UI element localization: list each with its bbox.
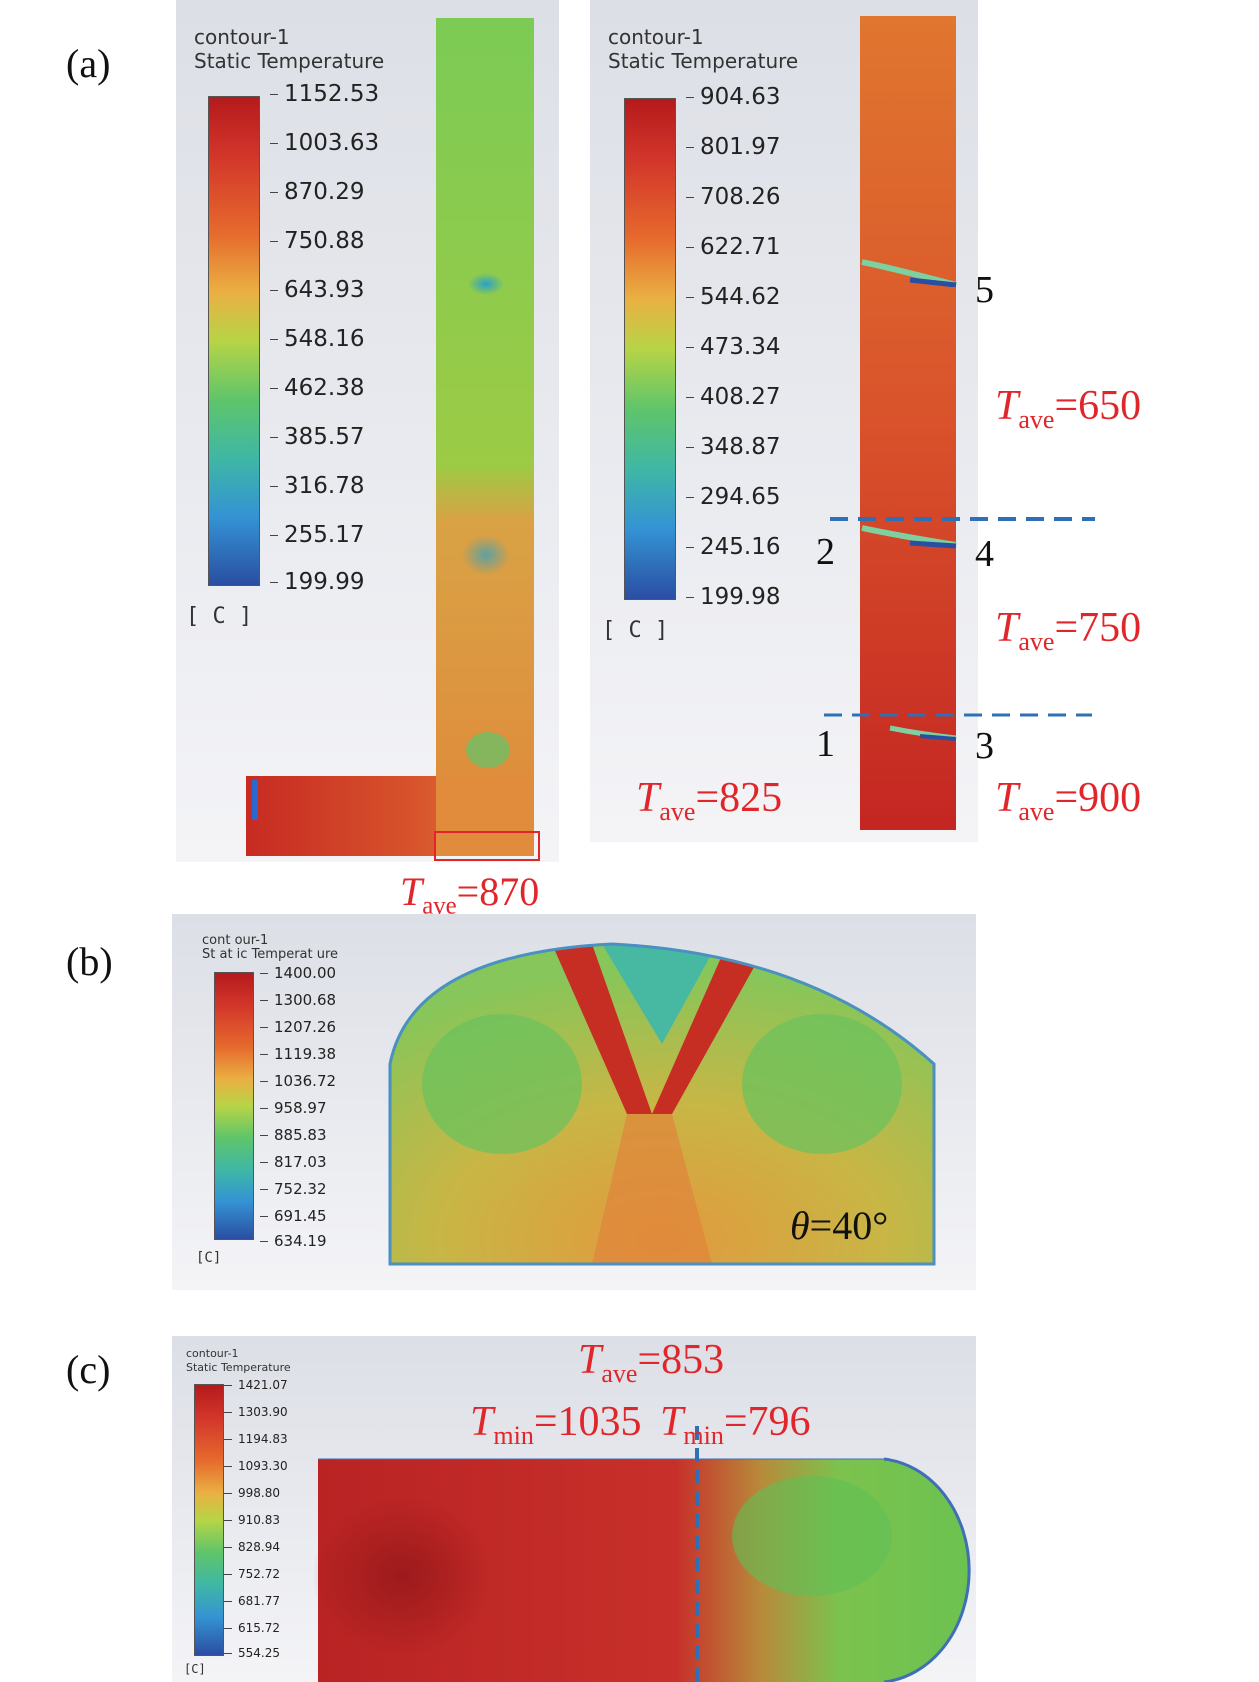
contour-title: contour-1 xyxy=(608,25,704,49)
panel-c-contour: contour-1 Static Temperature 1421.07 130… xyxy=(172,1336,976,1682)
colorbar-tick: 622.71 xyxy=(685,234,781,260)
contour-subtitle: Static Temperature xyxy=(608,49,799,73)
colorbar-tick: 199.99 xyxy=(269,569,365,595)
annotation-t-ave-650: Tave=650 xyxy=(995,383,1142,435)
colorbar-tick: 752.32 xyxy=(260,1180,327,1198)
panel-b-contour: cont our-1 St at ic Temperat ure 1400.00… xyxy=(172,914,976,1290)
furnace-geometry xyxy=(246,18,540,861)
colorbar-tick: 473.34 xyxy=(685,334,781,360)
colorbar-tick: 1119.38 xyxy=(259,1045,337,1063)
colorbar-tick: 910.83 xyxy=(224,1513,280,1527)
colorbar xyxy=(214,972,254,1240)
contour-title: contour-1 xyxy=(194,25,290,49)
colorbar-tick: 316.78 xyxy=(269,473,365,499)
panel-label-b: (b) xyxy=(66,939,113,984)
colorbar-tick: 870.29 xyxy=(269,179,365,205)
colorbar-tick: 1207.26 xyxy=(259,1018,337,1036)
colorbar-tick: 885.83 xyxy=(260,1126,327,1144)
annotation-t-ave-outlet: Tave=870 xyxy=(400,869,540,920)
angle-annotation: θ=40° xyxy=(790,1203,889,1248)
colorbar-tick: 904.63 xyxy=(685,84,781,110)
colorbar-tick: 1303.90 xyxy=(224,1405,288,1419)
point-label-4: 4 xyxy=(975,533,994,575)
panel-label-c: (c) xyxy=(66,1347,111,1392)
colorbar-tick: 199.98 xyxy=(685,584,781,610)
colorbar-tick: 1093.30 xyxy=(224,1459,288,1473)
colorbar-tick: 691.45 xyxy=(260,1207,327,1225)
annotation-t-ave-853: Tave=853 xyxy=(578,1337,725,1389)
colorbar xyxy=(624,98,676,600)
panel-label-a: (a) xyxy=(66,41,111,86)
colorbar-tick: 1421.07 xyxy=(224,1378,288,1392)
colorbar-tick: 348.87 xyxy=(685,434,781,460)
annotation-t-min-1035: Tmin=1035 xyxy=(470,1399,642,1451)
colorbar-tick: 385.57 xyxy=(269,424,365,450)
colorbar-tick: 294.65 xyxy=(685,484,781,510)
colorbar-tick: 958.97 xyxy=(260,1099,327,1117)
colorbar-tick: 462.38 xyxy=(269,375,365,401)
colorbar xyxy=(208,96,260,586)
point-label-2: 2 xyxy=(816,531,835,573)
contour-title: cont our-1 xyxy=(202,933,269,948)
colorbar-tick: 548.16 xyxy=(269,326,365,352)
colorbar-tick: 1194.83 xyxy=(224,1432,288,1446)
annotation-t-ave-825: Tave=825 xyxy=(636,775,783,827)
colorbar-tick: 1152.53 xyxy=(269,81,380,107)
colorbar-tick: 1400.00 xyxy=(259,964,337,982)
colorbar-tick: 643.93 xyxy=(269,277,365,303)
point-label-1: 1 xyxy=(816,723,835,765)
colorbar-tick: 681.77 xyxy=(224,1594,280,1608)
colorbar-tick: 408.27 xyxy=(685,384,781,410)
colorbar-tick: 615.72 xyxy=(224,1621,280,1635)
colorbar-tick: 554.25 xyxy=(224,1646,280,1660)
point-label-5: 5 xyxy=(975,269,994,311)
colorbar-tick: 634.19 xyxy=(260,1232,327,1250)
contour-subtitle: Static Temperature xyxy=(194,49,385,73)
colorbar-tick: 752.72 xyxy=(224,1567,280,1581)
colorbar-tick: 1036.72 xyxy=(259,1072,337,1090)
colorbar-unit: [C] xyxy=(184,1662,206,1676)
colorbar xyxy=(194,1384,224,1656)
colorbar-tick: 255.17 xyxy=(269,522,365,548)
colorbar-tick: 544.62 xyxy=(685,284,781,310)
annotation-t-min-796: Tmin=796 xyxy=(660,1399,811,1451)
column-geometry xyxy=(860,16,957,830)
colorbar-tick: 828.94 xyxy=(224,1540,280,1554)
colorbar-tick: 1003.63 xyxy=(269,130,380,156)
colorbar-tick: 708.26 xyxy=(685,184,781,210)
panel-a-right-contour: contour-1 Static Temperature 904.63 801.… xyxy=(590,0,978,842)
colorbar-tick: 998.80 xyxy=(224,1486,280,1500)
chamber-cross-section xyxy=(388,942,936,1266)
colorbar-unit: [ C ] xyxy=(186,604,253,629)
kiln-cross-section xyxy=(312,1426,971,1682)
colorbar-unit: [C] xyxy=(196,1250,222,1266)
contour-title: contour-1 xyxy=(186,1347,239,1360)
colorbar-tick: 245.16 xyxy=(685,534,781,560)
point-label-3: 3 xyxy=(975,725,994,767)
annotation-t-ave-900: Tave=900 xyxy=(995,775,1142,827)
colorbar-tick: 801.97 xyxy=(685,134,781,160)
annotation-t-ave-750: Tave=750 xyxy=(995,605,1142,657)
colorbar-tick: 1300.68 xyxy=(259,991,337,1009)
contour-subtitle: Static Temperature xyxy=(186,1361,291,1374)
contour-subtitle: St at ic Temperat ure xyxy=(202,947,339,962)
colorbar-unit: [ C ] xyxy=(602,618,669,643)
panel-a-left-contour: contour-1 Static Temperature 1152.53 100… xyxy=(176,0,559,862)
colorbar-tick: 750.88 xyxy=(269,228,365,254)
colorbar-tick: 817.03 xyxy=(260,1153,327,1171)
